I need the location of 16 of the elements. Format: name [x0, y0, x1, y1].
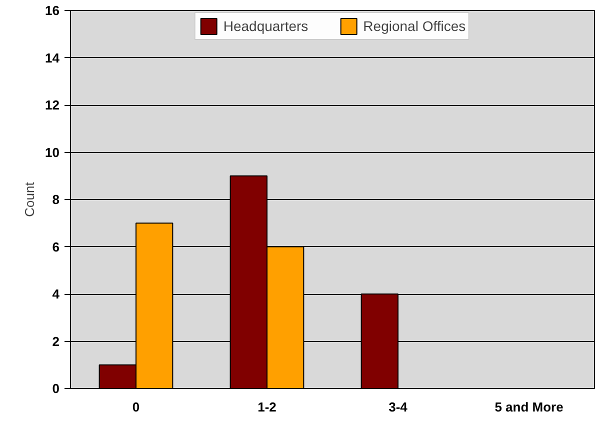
y-tick-label: 0	[52, 381, 60, 396]
y-tick-label: 4	[52, 286, 60, 302]
legend-label: Headquarters	[223, 18, 308, 34]
y-tick-label: 8	[52, 192, 60, 207]
y-tick-label: 12	[45, 98, 60, 112]
y-tick-label: 2	[52, 334, 60, 349]
y-tick-label: 14	[45, 50, 60, 66]
x-tick-label: 3-4	[388, 400, 408, 414]
x-tick-label: 1-2	[258, 400, 276, 414]
x-tick-label: 0	[132, 400, 140, 414]
legend-label: Regional Offices	[363, 18, 466, 34]
y-tick-label: 6	[52, 239, 60, 254]
x-tick-label: 5 and More	[494, 400, 564, 414]
y-axis-title: Count	[22, 182, 38, 217]
y-tick-label: 10	[45, 144, 60, 160]
y-tick-label: 16	[45, 3, 60, 18]
